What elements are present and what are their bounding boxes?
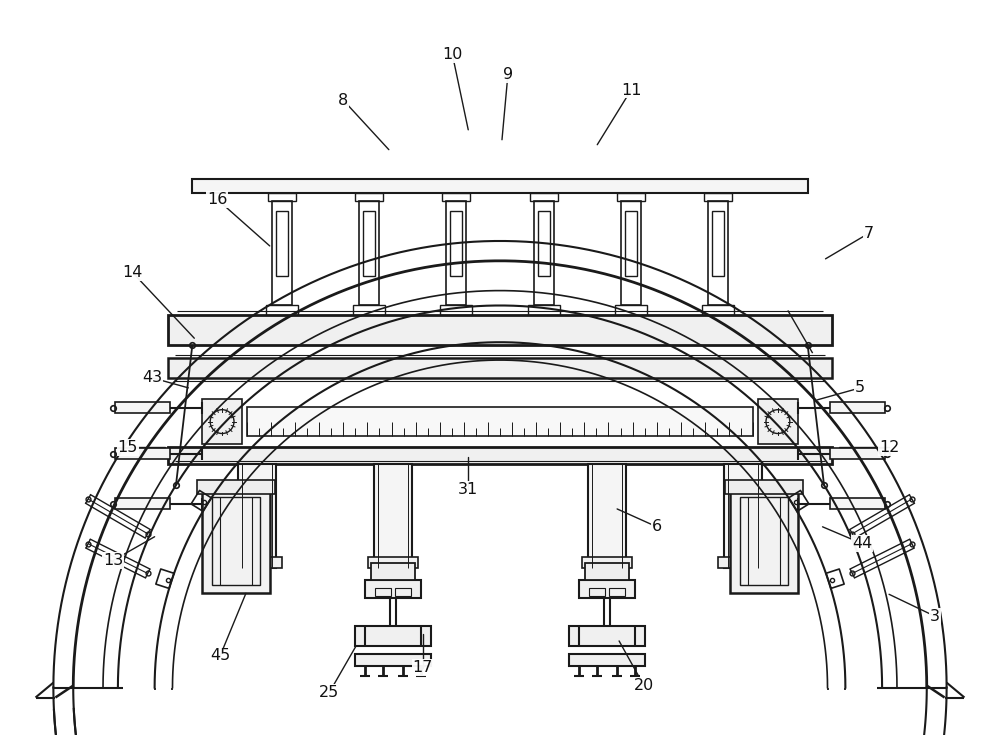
Text: 11: 11 [621,83,641,97]
Bar [589,588,605,596]
Text: 5: 5 [855,380,865,396]
Bar [202,489,270,593]
Bar [371,562,415,580]
Bar [830,449,885,459]
Text: 3: 3 [930,609,940,624]
Bar [374,464,412,568]
Bar [192,179,808,193]
Bar [272,201,292,306]
Bar [232,556,282,568]
Bar [197,480,275,494]
Bar [625,211,637,276]
Bar [588,464,626,568]
Bar [276,211,288,276]
Bar [725,480,803,494]
Bar [168,315,832,345]
Bar [538,211,550,276]
Bar [534,201,554,306]
Bar [569,626,645,646]
Text: 14: 14 [123,265,143,280]
Bar [621,201,641,306]
Text: 9: 9 [503,66,513,82]
Bar [238,464,276,568]
Bar [579,580,635,599]
Bar [446,201,466,306]
Bar [266,306,298,315]
Bar [168,358,832,378]
Bar [450,211,462,276]
Bar [368,556,418,568]
Bar [830,401,885,413]
Text: 6: 6 [652,520,662,534]
Bar [704,193,732,201]
Bar [355,654,431,666]
Text: 31: 31 [458,482,478,497]
Text: 7: 7 [864,226,874,241]
Text: 10: 10 [442,47,463,62]
Bar [355,193,383,201]
Text: 25: 25 [319,685,339,700]
Bar [740,497,788,585]
Text: 15: 15 [118,440,138,455]
Bar [247,407,753,436]
Bar [708,201,728,306]
Bar [585,562,629,580]
Text: 13: 13 [103,553,123,568]
Bar [365,580,421,599]
Text: 44: 44 [852,537,872,551]
Bar [712,211,724,276]
Bar [609,588,625,596]
Bar [115,401,170,413]
Bar [375,588,391,596]
Bar [355,626,431,646]
Bar [758,399,798,444]
Bar [617,193,645,201]
Text: 45: 45 [210,648,230,663]
Bar [442,193,470,201]
Text: 16: 16 [207,192,227,207]
Bar [440,306,472,315]
Bar [115,449,170,459]
Bar [830,498,885,509]
Bar [718,556,768,568]
Bar [212,497,260,585]
Bar [530,193,558,201]
Bar [202,399,242,444]
Bar [724,464,762,568]
Bar [268,193,296,201]
Bar [115,498,170,509]
Bar [702,306,734,315]
Bar [168,447,832,464]
Bar [582,556,632,568]
Text: 20: 20 [634,678,654,693]
Text: 43: 43 [143,370,163,385]
Bar [615,306,647,315]
Bar [359,201,379,306]
Text: 12: 12 [879,440,899,455]
Bar [363,211,375,276]
Text: 17: 17 [412,661,433,675]
Bar [569,654,645,666]
Bar [353,306,385,315]
Text: 8: 8 [338,92,348,108]
Bar [395,588,411,596]
Bar [730,489,798,593]
Bar [528,306,560,315]
